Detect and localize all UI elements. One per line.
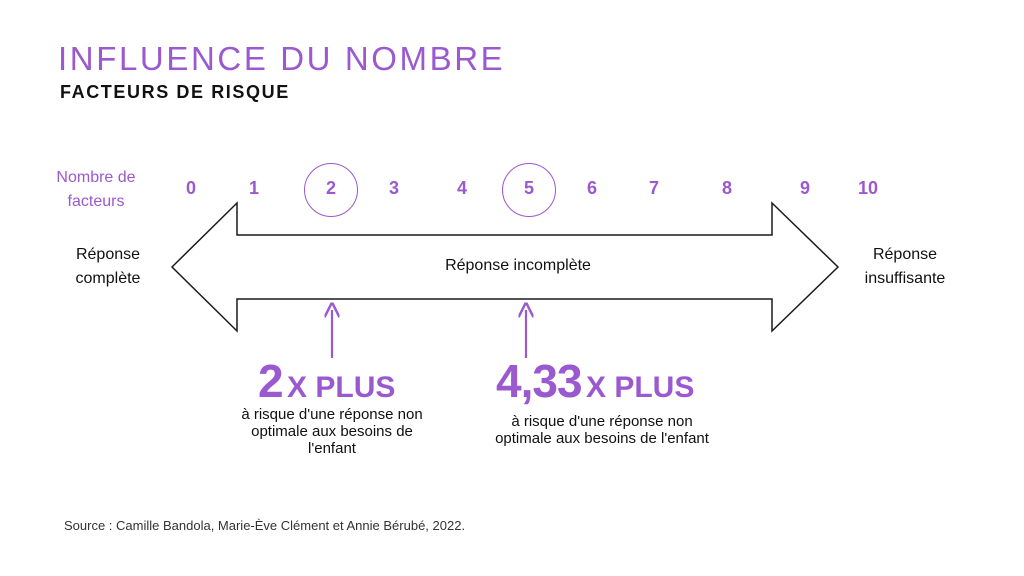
stat-1-description: à risque d'une réponse non optimale aux … <box>241 406 423 457</box>
arrow-center-label: Réponse incomplète <box>445 257 591 274</box>
stat-1-unit: X PLUS <box>287 371 396 404</box>
stat-2-description: à risque d'une réponse non optimale aux … <box>495 413 709 447</box>
scale-tick-8: 8 <box>721 178 732 198</box>
arrow-right-label: Réponse insuffisante <box>864 246 946 287</box>
highlight-circle-5 <box>502 163 556 217</box>
stat-2-unit: X PLUS <box>585 371 695 404</box>
scale-tick-10: 10 <box>857 178 879 198</box>
arrow-left-label: Réponse complète <box>75 246 141 287</box>
highlight-circle-2 <box>304 163 358 217</box>
scale-tick-4: 4 <box>456 178 467 198</box>
page-title: INFLUENCE DU NOMBRE <box>58 40 506 77</box>
scale-tick-7: 7 <box>648 178 659 198</box>
stat-1-number: 2 <box>258 355 284 407</box>
scale-tick-3: 3 <box>388 178 399 198</box>
scale-tick-9: 9 <box>799 178 810 198</box>
page-subtitle: FACTEURS DE RISQUE <box>60 82 290 102</box>
scale-axis-label: Nombre de facteurs <box>56 169 136 210</box>
double-arrow-shape <box>170 201 840 333</box>
stat-2-headline: 4,33 X PLUS <box>496 354 694 408</box>
stat-1-headline: 2 X PLUS <box>258 354 395 408</box>
scale-tick-1: 1 <box>248 178 259 198</box>
stat-2-number: 4,33 <box>496 355 583 407</box>
source-citation: Source : Camille Bandola, Marie-Ève Clém… <box>64 518 466 533</box>
scale-tick-2: 2 <box>325 178 336 198</box>
scale-tick-6: 6 <box>586 178 597 198</box>
scale-tick-5: 5 <box>523 178 534 198</box>
scale-tick-0: 0 <box>185 178 196 198</box>
